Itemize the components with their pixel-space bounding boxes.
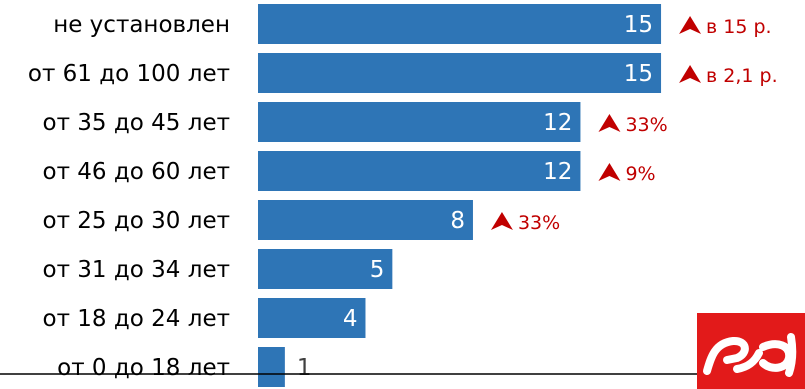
value-label: 15 [624,61,653,87]
category-label: от 35 до 45 лет [43,110,230,136]
category-label: от 31 до 34 лет [43,257,230,283]
change-label: 33% [625,114,667,136]
bar [258,4,662,44]
category-label: от 18 до 24 лет [43,306,230,332]
change-label: в 2,1 р. [706,65,778,87]
value-label: 4 [343,306,358,332]
change-label: в 15 р. [706,16,772,38]
value-label: 1 [297,355,312,381]
arrow-up-icon [679,16,702,34]
change-label: 33% [518,212,560,234]
arrow-up-icon [679,65,702,83]
change-label: 9% [625,163,655,185]
arrow-up-icon [490,212,513,230]
category-label: от 0 до 18 лет [57,355,230,381]
bar [258,347,285,387]
bar [258,298,366,338]
bar [258,53,662,93]
value-label: 8 [450,208,465,234]
value-label: 15 [624,12,653,38]
bars-layer: не установлен 15 в 15 р.от 61 до 100 лет 15… [28,4,778,387]
bar [258,151,581,191]
bar [258,102,581,142]
category-label: от 61 до 100 лет [28,61,230,87]
value-label: 12 [543,159,572,185]
arrow-up-icon [598,114,621,132]
category-label: не установлен [53,12,230,38]
bar [258,249,393,289]
category-label: от 25 до 30 лет [43,208,230,234]
category-label: от 46 до 60 лет [43,159,230,185]
bar [258,200,473,240]
value-label: 5 [370,257,385,283]
rzd-logo [697,313,805,389]
value-label: 12 [543,110,572,136]
logo-mark [703,333,797,377]
arrow-up-icon [598,163,621,181]
